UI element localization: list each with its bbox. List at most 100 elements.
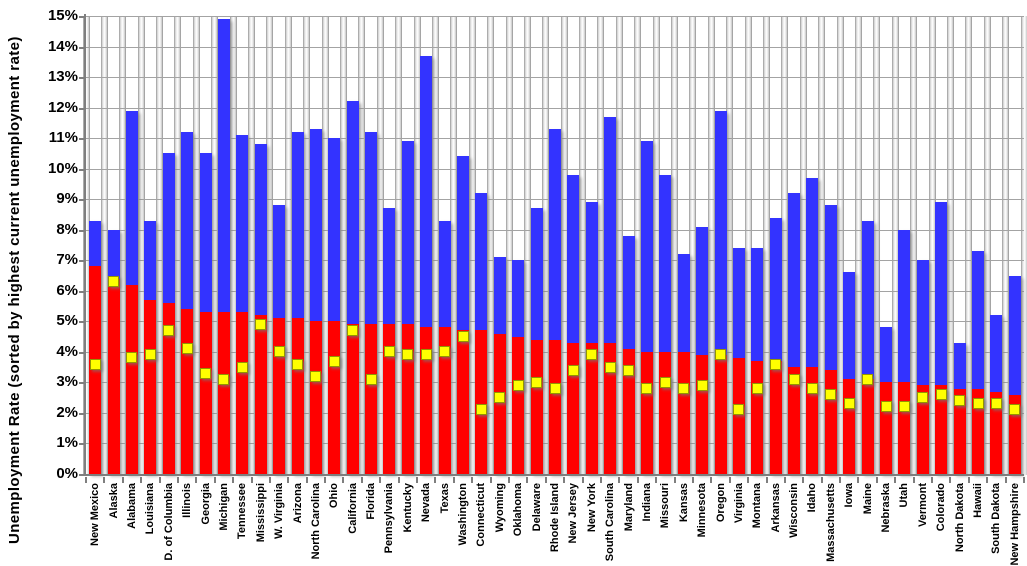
yellow-marker-montana: [752, 383, 763, 394]
yellow-marker-wisconsin: [789, 374, 800, 385]
y-tick-label: 14%: [28, 38, 78, 56]
x-tick: [361, 477, 363, 483]
x-tick: [251, 477, 253, 483]
yellow-marker-delaware: [531, 377, 542, 388]
x-label-text: Utah: [897, 483, 911, 507]
x-tick: [674, 477, 676, 483]
x-tick: [637, 477, 639, 483]
y-tick-label: 12%: [28, 99, 78, 117]
yellow-marker-utah: [899, 401, 910, 412]
x-tick: [195, 477, 197, 483]
yellow-marker-oklahoma: [513, 380, 524, 391]
yellow-marker-iowa: [844, 398, 855, 409]
x-label-washington: Washington: [456, 483, 470, 540]
x-tick: [821, 477, 823, 483]
x-label-text: North Carolina: [309, 483, 323, 559]
x-label-south-carolina: South Carolina: [603, 483, 617, 540]
x-label-text: Louisiana: [143, 483, 157, 534]
x-label-text: Montana: [750, 483, 764, 528]
x-label-text: Texas: [438, 483, 452, 513]
x-label-text: Wisconsin: [787, 483, 801, 538]
x-label-text: Wyoming: [493, 483, 507, 532]
x-label-text: Alabama: [125, 483, 139, 529]
x-tick: [968, 477, 970, 483]
x-label-nebraska: Nebraska: [879, 483, 893, 540]
x-label-pennsylvania: Pennsylvania: [382, 483, 396, 540]
red-bar-illinois: [181, 309, 193, 474]
x-label-text: New York: [585, 483, 599, 532]
x-label-text: Virginia: [732, 483, 746, 523]
x-label-text: South Dakota: [989, 483, 1003, 554]
x-label-illinois: Illinois: [180, 483, 194, 540]
x-label-text: Michigan: [217, 483, 231, 531]
x-tick: [839, 477, 841, 483]
x-tick: [526, 477, 528, 483]
x-tick: [1005, 477, 1007, 483]
x-label-text: Arkansas: [769, 483, 783, 533]
x-tick: [434, 477, 436, 483]
yellow-marker-pennsylvania: [384, 346, 395, 357]
y-tick-label: 8%: [28, 221, 78, 239]
red-bar-minnesota: [696, 355, 708, 474]
x-label-louisiana: Louisiana: [143, 483, 157, 540]
x-label-indiana: Indiana: [640, 483, 654, 540]
x-label-michigan: Michigan: [217, 483, 231, 540]
x-label-text: Minnesota: [695, 483, 709, 537]
red-bar-oklahoma: [512, 337, 524, 474]
x-tick: [857, 477, 859, 483]
y-tick-label: 1%: [28, 434, 78, 452]
yellow-marker-rhode-island: [550, 383, 561, 394]
red-bar-virginia: [733, 358, 745, 474]
x-tick: [214, 477, 216, 483]
red-bar-missouri: [659, 352, 671, 474]
yellow-marker-new-hampshire: [1009, 404, 1020, 415]
x-label-south-dakota: South Dakota: [989, 483, 1003, 540]
red-bar-montana: [751, 361, 763, 474]
x-label-minnesota: Minnesota: [695, 483, 709, 540]
yellow-marker-south-dakota: [991, 398, 1002, 409]
x-label-text: New Jersey: [566, 483, 580, 544]
x-label-mississippi: Mississippi: [254, 483, 268, 540]
x-label-montana: Montana: [750, 483, 764, 540]
y-tick-label: 11%: [28, 129, 78, 147]
red-bar-iowa: [843, 379, 855, 474]
x-tick: [949, 477, 951, 483]
x-label-alabama: Alabama: [125, 483, 139, 540]
y-tick-label: 0%: [28, 465, 78, 483]
x-label-text: Colorado: [934, 483, 948, 531]
x-label-text: Hawaii: [971, 483, 985, 518]
yellow-marker-michigan: [218, 374, 229, 385]
x-label-vermont: Vermont: [916, 483, 930, 540]
x-label-text: Alaska: [107, 483, 121, 518]
yellow-marker-alaska: [108, 276, 119, 287]
x-label-new-jersey: New Jersey: [566, 483, 580, 540]
x-label-alaska: Alaska: [107, 483, 121, 540]
red-bar-rhode-island: [549, 340, 561, 474]
x-label-virginia: Virginia: [732, 483, 746, 540]
x-tick: [324, 477, 326, 483]
y-tick: [79, 474, 85, 476]
red-bar-georgia: [200, 312, 212, 474]
yellow-marker-texas: [439, 346, 450, 357]
y-axis-title-text: Unemployment Rate (sorted by highest cur…: [6, 36, 23, 544]
y-axis-line: [84, 14, 86, 476]
yellow-marker-indiana: [641, 383, 652, 394]
red-bar-tennessee: [236, 312, 248, 474]
x-label-text: New Mexico: [88, 483, 102, 546]
yellow-marker-new-jersey: [568, 365, 579, 376]
red-bar-kansas: [678, 352, 690, 474]
y-tick: [79, 291, 85, 293]
x-tick: [232, 477, 234, 483]
pillar: [1021, 16, 1027, 475]
y-tick-label: 15%: [28, 7, 78, 25]
x-tick: [618, 477, 620, 483]
y-tick: [79, 47, 85, 49]
x-label-text: W. Virginia: [272, 483, 286, 539]
x-label-d-of-columbia: D. of Columbia: [162, 483, 176, 540]
x-tick: [600, 477, 602, 483]
yellow-marker-maryland: [623, 365, 634, 376]
yellow-marker-washington: [458, 331, 469, 342]
y-tick-label: 10%: [28, 160, 78, 178]
x-tick: [747, 477, 749, 483]
x-tick: [876, 477, 878, 483]
